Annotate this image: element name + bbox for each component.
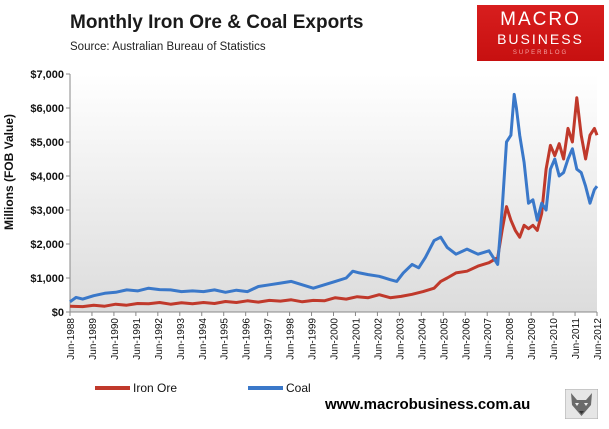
series-line-coal — [69, 92, 599, 304]
x-tick-label: Jun-2008 — [505, 318, 516, 360]
x-tick-label: Jun-1997 — [264, 318, 275, 360]
x-tick-label: Jun-1996 — [242, 318, 253, 360]
y-axis-label: Millions (FOB Value) — [2, 114, 16, 231]
x-tick-label: Jun-1988 — [66, 318, 77, 360]
y-tick-label: $2,000 — [30, 239, 64, 251]
chart-source: Source: Australian Bureau of Statistics — [70, 41, 266, 53]
plot-area — [70, 74, 597, 312]
x-tick-label: Jun-2012 — [593, 318, 604, 360]
y-tick-label: $0 — [52, 307, 64, 319]
macrobusiness-logo: MACRO BUSINESS SUPERBLOG — [477, 5, 604, 61]
wolf-logo-icon — [565, 389, 598, 419]
x-tick-label: Jun-1989 — [88, 318, 99, 360]
logo-line1: MACRO — [500, 9, 581, 30]
series-lines — [69, 92, 599, 309]
x-tick-label: Jun-1995 — [220, 318, 231, 360]
x-tick-label: Jun-2005 — [439, 318, 450, 360]
legend-label-coal: Coal — [286, 381, 311, 395]
x-tick-label: Jun-1992 — [154, 318, 165, 360]
chart-title: Monthly Iron Ore & Coal Exports — [70, 12, 364, 33]
x-tick-label: Jun-2007 — [483, 318, 494, 360]
legend: Iron Ore Coal — [95, 381, 311, 395]
x-tick-label: Jun-2001 — [351, 318, 362, 360]
x-tick-label: Jun-2003 — [395, 318, 406, 360]
series-line-iron-ore — [69, 96, 599, 309]
x-tick-label: Jun-1999 — [308, 318, 319, 360]
x-tick-label: Jun-2004 — [417, 318, 428, 360]
logo-line3: SUPERBLOG — [512, 50, 569, 56]
x-axis-ticks: Jun-1988 Jun-1989 Jun-1990 Jun-1991 Jun-1992… — [66, 312, 604, 360]
logo-line2: BUSINESS — [497, 31, 584, 47]
legend-label-iron-ore: Iron Ore — [133, 381, 177, 395]
y-tick-label: $4,000 — [30, 171, 64, 183]
x-tick-label: Jun-2010 — [549, 318, 560, 360]
y-axis-ticks: $0 $1,000 $2,000 $3,000 $4,000 $5,000 $6,000 $7… — [30, 69, 70, 319]
y-tick-label: $1,000 — [30, 273, 64, 285]
x-tick-label: Jun-1993 — [176, 318, 187, 360]
x-tick-label: Jun-2009 — [527, 318, 538, 360]
x-tick-label: Jun-1994 — [198, 318, 209, 360]
x-tick-label: Jun-1991 — [132, 318, 143, 360]
y-tick-label: $7,000 — [30, 69, 64, 81]
y-tick-label: $3,000 — [30, 205, 64, 217]
x-tick-label: Jun-2002 — [373, 318, 384, 360]
y-tick-label: $6,000 — [30, 103, 64, 115]
x-tick-label: Jun-2011 — [571, 318, 582, 359]
y-tick-label: $5,000 — [30, 137, 64, 149]
website-url: www.macrobusiness.com.au — [325, 396, 531, 413]
x-tick-label: Jun-1998 — [286, 318, 297, 360]
x-tick-label: Jun-2006 — [461, 318, 472, 360]
x-tick-label: Jun-2000 — [330, 318, 341, 360]
x-tick-label: Jun-1990 — [110, 318, 121, 360]
